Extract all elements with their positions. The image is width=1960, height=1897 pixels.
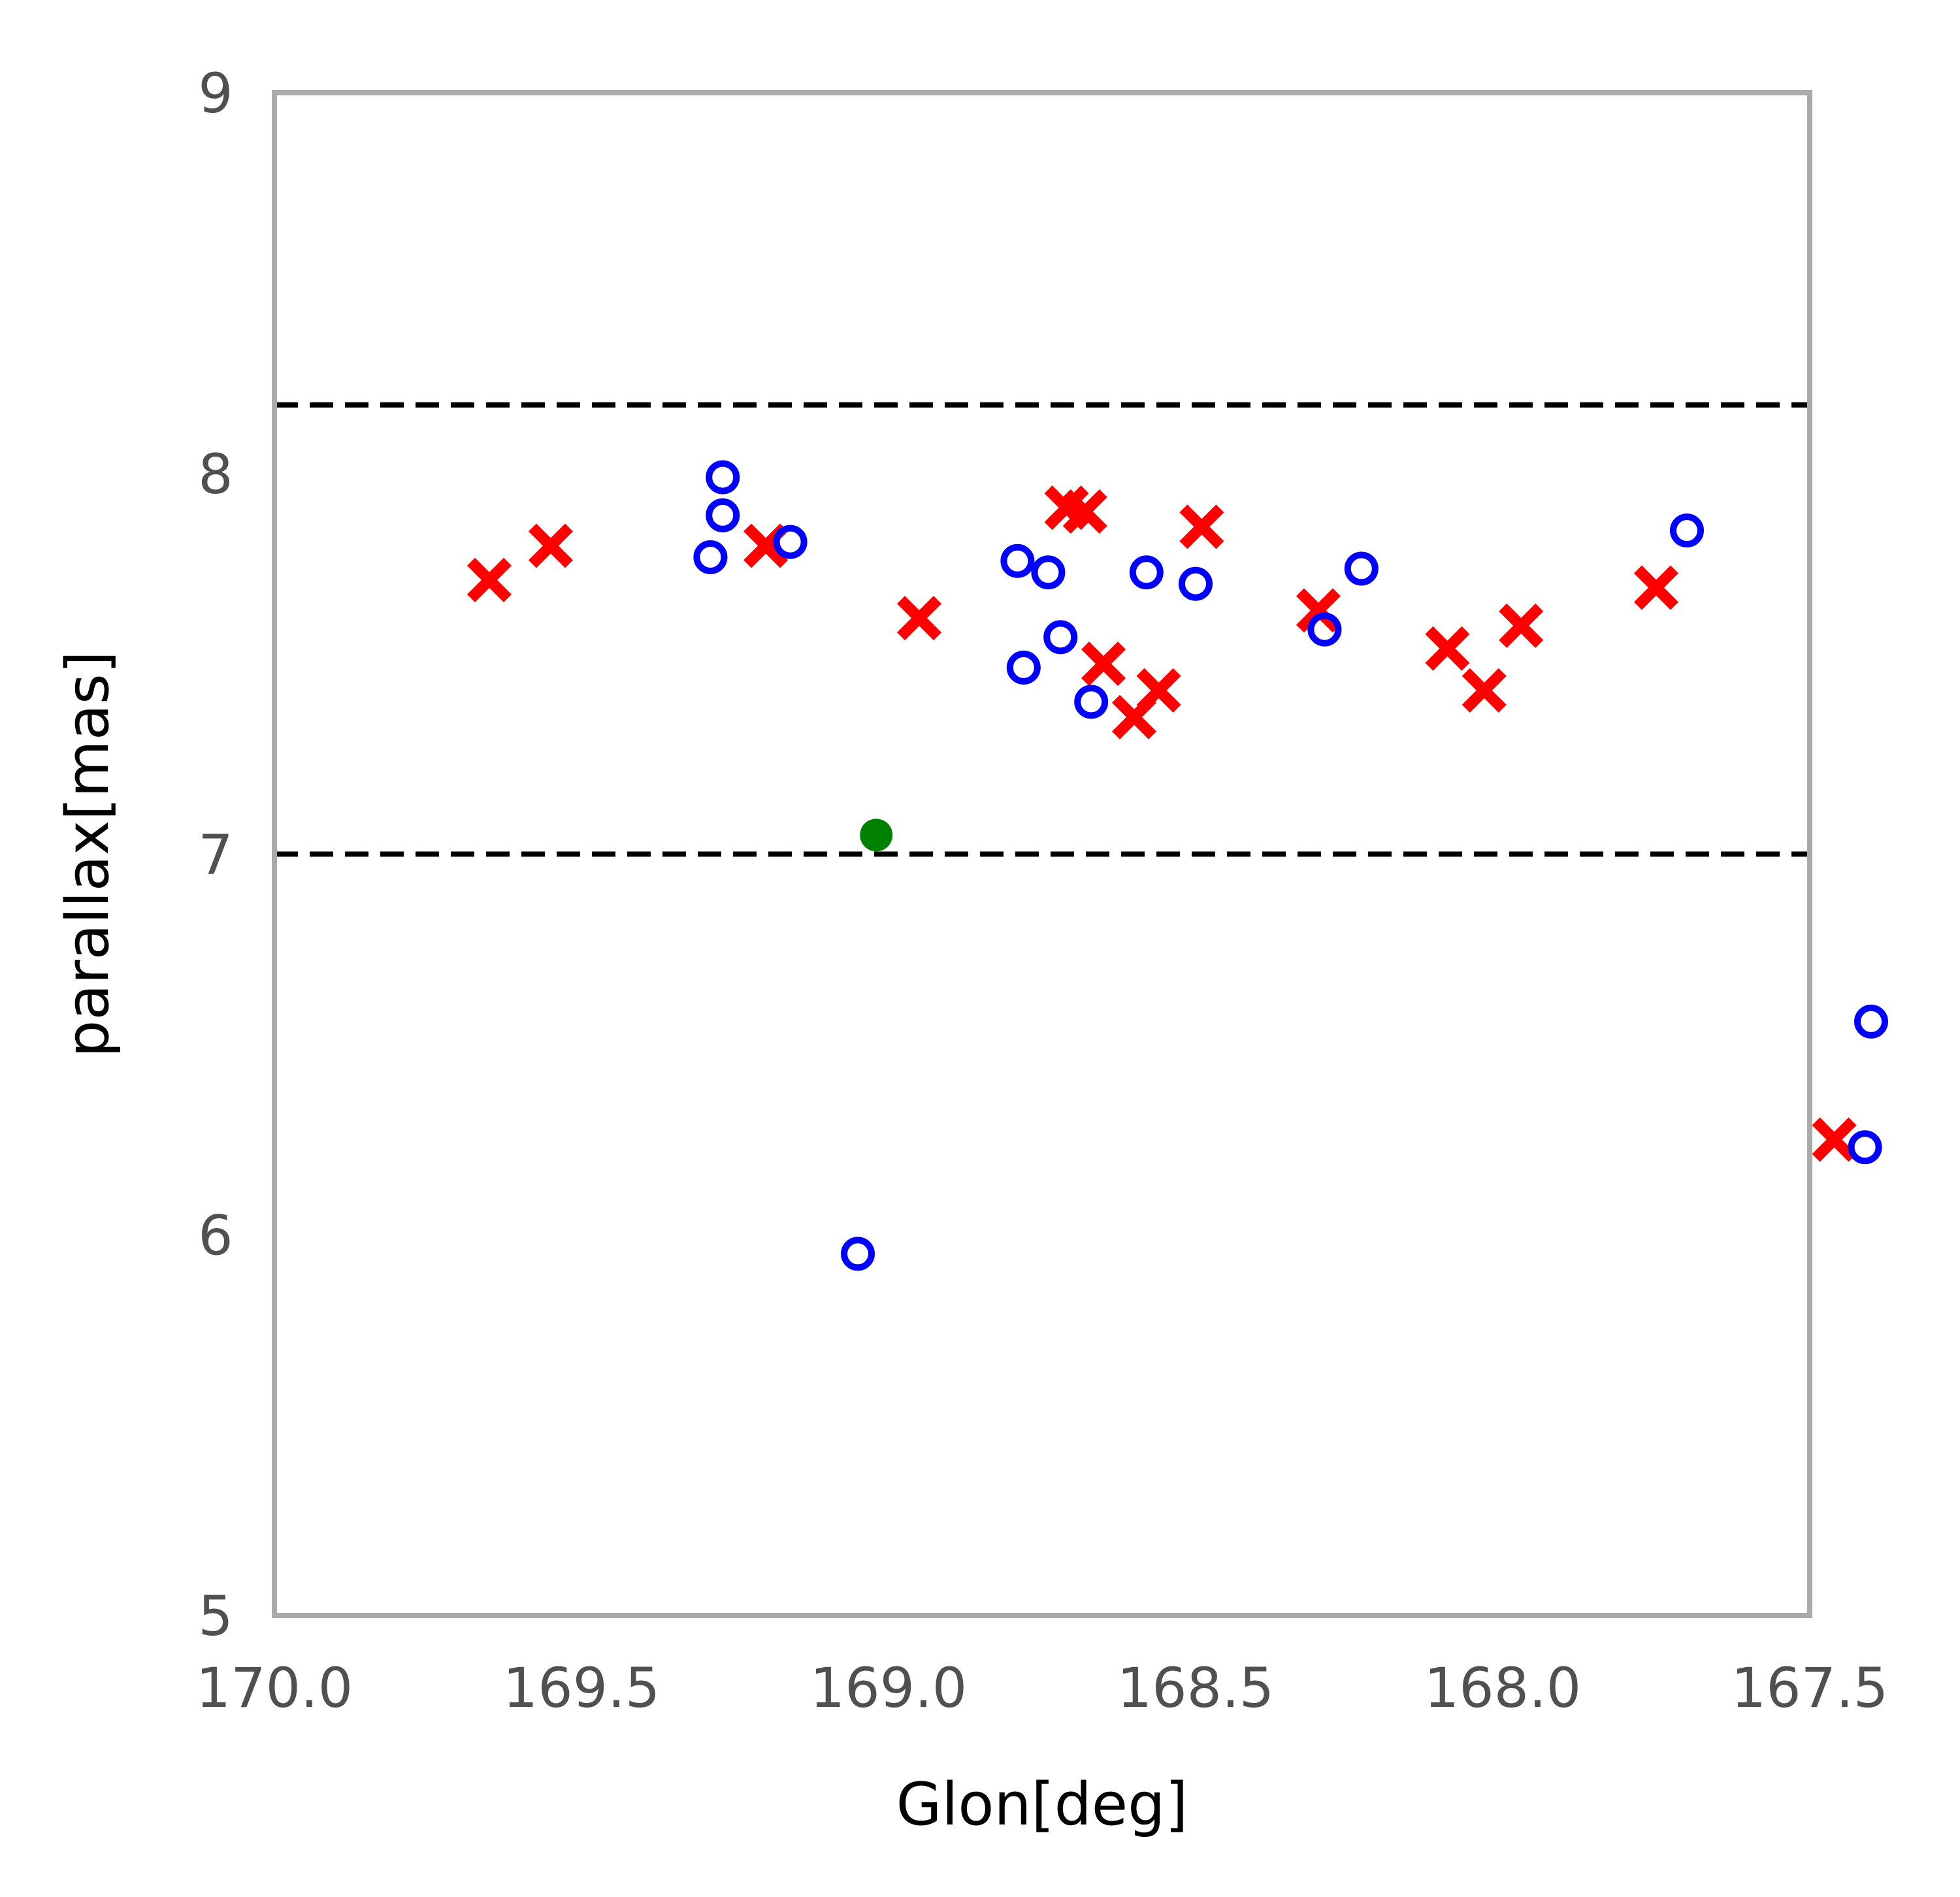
point-s2-14 — [1344, 551, 1379, 586]
data-markers — [466, 460, 1888, 1271]
point-s1-16 — [1812, 1117, 1857, 1162]
point-s2-3 — [693, 540, 728, 574]
y-tick-labels: 5 6 7 8 9 — [198, 61, 233, 1648]
point-s1-14 — [1499, 603, 1544, 648]
point-s1-10 — [1179, 504, 1224, 549]
y-tick-label: 5 — [198, 1584, 233, 1648]
point-s1-11 — [1296, 588, 1341, 633]
point-s2-6 — [1000, 543, 1035, 578]
point-s3-1 — [860, 819, 893, 852]
point-s2-9 — [1043, 620, 1078, 655]
point-s2-8 — [1031, 555, 1066, 590]
point-s2-10 — [1074, 685, 1109, 719]
x-tick-label: 168.5 — [1117, 1656, 1274, 1720]
x-tick-label: 169.0 — [810, 1656, 967, 1720]
point-s2-16 — [1854, 1004, 1888, 1039]
reference-lines — [274, 402, 1810, 857]
point-s1-6 — [1062, 489, 1107, 534]
point-s1-7 — [1081, 641, 1126, 687]
point-s1-15 — [1633, 565, 1679, 610]
point-s2-17 — [1848, 1130, 1882, 1165]
x-tick-label: 170.0 — [196, 1656, 353, 1720]
y-tick-label: 6 — [198, 1203, 233, 1267]
point-s2-2 — [706, 498, 740, 532]
point-s1-2 — [528, 523, 574, 568]
point-s1-4 — [896, 596, 942, 641]
x-tick-label: 167.5 — [1731, 1656, 1888, 1720]
point-s1-13 — [1462, 668, 1507, 713]
plot-frame — [272, 90, 1812, 1618]
point-s2-13 — [1307, 612, 1342, 647]
x-tick-label: 169.5 — [503, 1656, 660, 1720]
point-s2-5 — [841, 1237, 875, 1271]
point-s1-9 — [1136, 668, 1181, 713]
y-tick-label: 9 — [198, 61, 233, 125]
point-s2-11 — [1129, 555, 1164, 590]
point-s2-7 — [1006, 650, 1041, 685]
x-tick-labels: 170.0 169.5 169.0 168.5 168.0 167.5 — [196, 1656, 1888, 1720]
x-axis-label: Glon[deg] — [896, 1770, 1188, 1839]
point-s1-1 — [466, 557, 512, 602]
point-s2-12 — [1179, 566, 1213, 601]
y-axis-label: parallax[mas] — [54, 651, 122, 1058]
y-tick-label: 7 — [198, 823, 233, 887]
y-tick-label: 8 — [198, 442, 233, 506]
point-s2-1 — [706, 460, 740, 495]
point-s1-12 — [1425, 626, 1470, 671]
point-s2-15 — [1670, 513, 1704, 548]
x-tick-label: 168.0 — [1424, 1656, 1581, 1720]
point-s2-4 — [773, 525, 808, 559]
